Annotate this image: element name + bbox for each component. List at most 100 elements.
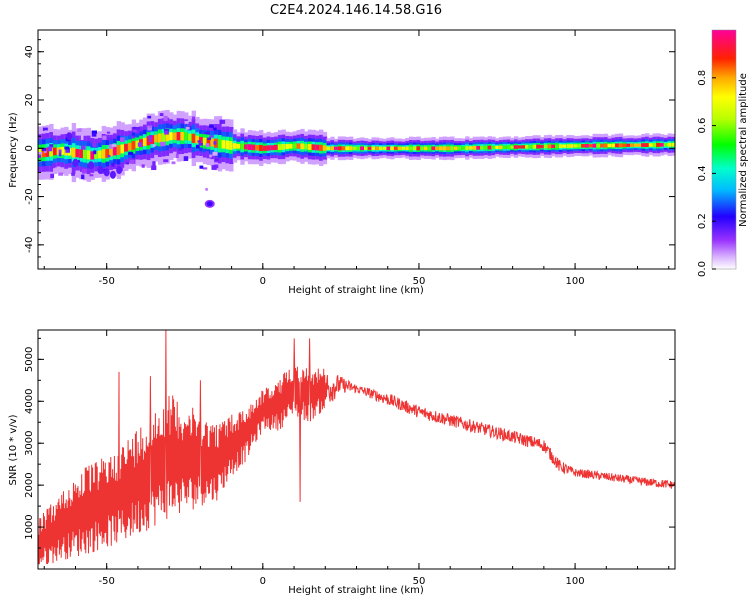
spectrogram-cell: [461, 146, 466, 150]
spectrogram-speckle: [205, 187, 209, 191]
snr-ytick-label: 2000: [24, 472, 35, 497]
spectrogram-speckle: [44, 150, 47, 153]
spectrogram-cell: [277, 144, 283, 150]
spectrogram-cell: [191, 133, 196, 144]
spectrogram-cell: [236, 143, 241, 149]
spectrogram-cell: [525, 145, 530, 149]
spectrogram-speckle: [148, 125, 152, 128]
spectrogram-cell: [172, 132, 178, 140]
spectrogram-cell: [109, 148, 114, 157]
spectrogram-speckle: [171, 161, 176, 165]
spectrogram-speckle: [199, 165, 204, 169]
spectrogram-cell: [618, 143, 624, 148]
spectrogram-speckle: [152, 161, 156, 167]
spectrogram-cell: [97, 150, 103, 159]
colorbar-label: Normalized spectral amplitude: [738, 73, 749, 227]
spectrogram-speckle: [111, 144, 117, 147]
spectrogram-cell: [528, 144, 534, 149]
snr-ytick-label: 5000: [24, 347, 35, 372]
spectrogram-cell: [596, 143, 601, 148]
spectrogram-cell: [506, 145, 511, 150]
spectrogram-cell: [671, 142, 675, 147]
spectrogram-cell: [363, 146, 369, 151]
spectrogram-cell: [337, 146, 343, 151]
spectrogram-speckle: [214, 158, 219, 162]
spectrogram-speckle: [147, 115, 152, 119]
spectrogram-cell: [502, 145, 507, 150]
spectrogram-cell: [90, 151, 95, 160]
spectrogram-cell: [262, 145, 268, 151]
spectrogram-speckle: [75, 170, 80, 174]
spectrogram-cell: [476, 145, 481, 150]
spectrogram-cell: [495, 145, 500, 149]
spectrogram-cell: [225, 140, 230, 150]
snr-xtick-label: 50: [413, 576, 426, 587]
spectrogram-cell: [551, 144, 556, 149]
spectrogram-cell: [465, 146, 470, 150]
spectrogram-blob: [103, 168, 110, 177]
spectrogram-cell: [667, 142, 672, 147]
spectrogram-speckle: [58, 172, 64, 176]
spectrogram-cell: [157, 133, 163, 143]
spectrogram-cell: [255, 144, 260, 151]
snr-ylabel: SNR (10 * v/v): [8, 414, 19, 485]
spectrogram-speckle: [163, 159, 169, 163]
spectrogram-speckle: [164, 130, 169, 135]
spectrogram-cell: [210, 138, 215, 147]
spectrogram-speckle: [207, 137, 211, 141]
spectrogram-cell: [660, 143, 665, 147]
spectrogram-speckle: [91, 133, 97, 137]
spectrogram-cell: [247, 144, 253, 151]
spectrogram-cell: [229, 141, 234, 150]
spectrogram-cell: [232, 143, 238, 149]
spectrogram-heatmap: [38, 109, 675, 208]
spectrogram-cell: [585, 143, 590, 148]
spectrogram-speckle: [209, 154, 212, 158]
snr-xlabel: Height of straight line (km): [288, 585, 424, 596]
spectrogram-speckle: [141, 164, 145, 168]
spectrogram-speckle: [128, 151, 134, 156]
snr-ytick-label: 4000: [24, 389, 35, 414]
spectrogram-cell: [603, 143, 609, 148]
spectrogram-blob: [72, 158, 79, 167]
spectrogram-cell: [382, 146, 388, 150]
spectrogram-cell: [221, 140, 226, 149]
spectrogram-cell: [427, 146, 433, 151]
spectrogram-speckle: [152, 144, 156, 147]
snr-xtick-label: 0: [260, 576, 266, 587]
spectrogram-cell: [570, 144, 575, 148]
spectrogram-cell: [180, 132, 185, 141]
spectrogram-ytick-label: 40: [24, 45, 35, 58]
spectrogram-cell: [510, 145, 515, 149]
spectrogram-cell: [45, 147, 50, 157]
spectrogram-cell: [184, 132, 189, 141]
spectrogram-cell: [71, 147, 77, 158]
spectrogram-cell: [251, 144, 256, 151]
spectrogram-cell: [165, 132, 170, 142]
spectrogram-speckle: [163, 115, 168, 121]
spectrogram-speckle: [184, 121, 189, 124]
spectrogram-speckle: [77, 128, 82, 132]
spectrogram-cell: [52, 147, 58, 156]
spectrogram-cell: [195, 135, 200, 144]
spectrogram-cell: [536, 144, 541, 149]
spectrogram-speckle: [133, 129, 137, 133]
spectrogram-cell: [352, 146, 358, 150]
spectrogram-cell: [266, 145, 271, 151]
spectrogram-speckle: [131, 135, 135, 139]
spectrogram-cell: [75, 148, 80, 158]
spectrogram-speckle: [50, 173, 55, 179]
spectrogram-cell: [49, 147, 54, 157]
spectrogram-cell: [341, 146, 346, 151]
spectrogram-cell: [663, 143, 669, 147]
spectrogram-cell: [105, 148, 110, 158]
spectrogram-ylabel: Frequency (Hz): [8, 112, 19, 188]
spectrogram-cell: [367, 146, 373, 150]
spectrogram-speckle: [204, 131, 210, 135]
snr-xtick-label: 100: [566, 576, 585, 587]
spectrogram-speckle: [196, 144, 200, 149]
spectrogram-cell: [345, 146, 350, 151]
spectrogram-cell: [101, 149, 107, 159]
spectrogram-speckle: [108, 137, 113, 141]
spectrogram-cell: [315, 144, 320, 151]
